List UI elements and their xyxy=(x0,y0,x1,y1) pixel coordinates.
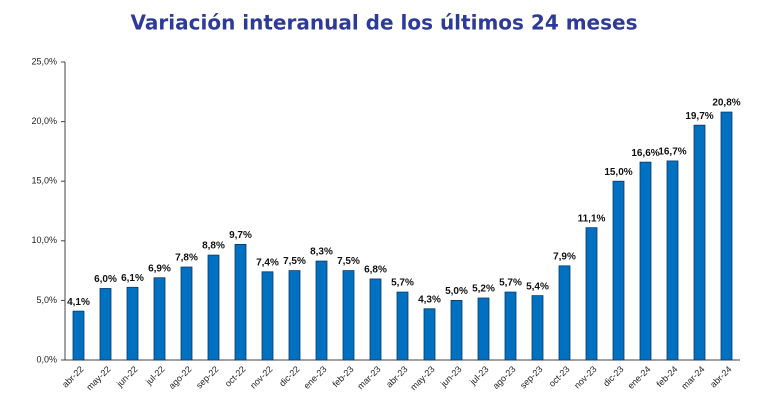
x-tick-label: ago-22 xyxy=(167,364,194,391)
bar xyxy=(612,180,625,361)
bar xyxy=(666,160,679,361)
bar xyxy=(396,291,409,361)
x-tick-label: dic-22 xyxy=(277,364,301,388)
value-label: 7,4% xyxy=(256,257,279,268)
bar xyxy=(423,308,436,361)
x-tick-label: nov-23 xyxy=(572,364,599,391)
value-label: 11,1% xyxy=(578,213,606,224)
x-tick-label: may-23 xyxy=(408,364,436,392)
x-tick-label: ago-23 xyxy=(491,364,518,391)
bar xyxy=(450,299,463,361)
bar xyxy=(504,291,517,361)
value-label: 8,3% xyxy=(310,247,333,258)
x-tick-label: ene-23 xyxy=(302,364,329,391)
x-tick-label: oct-22 xyxy=(223,364,248,389)
x-tick-label: abr-22 xyxy=(60,364,85,389)
bar xyxy=(207,254,220,361)
bar xyxy=(342,270,355,361)
x-tick-label: mar-24 xyxy=(679,364,706,391)
x-tick-label: oct-23 xyxy=(547,364,572,389)
bar xyxy=(126,286,139,361)
bar xyxy=(315,260,328,361)
x-tick-label: may-22 xyxy=(84,364,112,392)
value-label: 16,7% xyxy=(658,147,686,158)
value-label: 15,0% xyxy=(604,167,632,178)
y-tick-label: 15,0% xyxy=(31,176,57,186)
value-label: 7,5% xyxy=(283,256,306,267)
bar xyxy=(693,124,706,361)
x-tick-label: mar-23 xyxy=(355,364,382,391)
value-label: 5,7% xyxy=(391,278,414,289)
x-tick-label: nov-22 xyxy=(248,364,275,391)
value-label: 5,4% xyxy=(526,281,549,292)
value-label: 5,0% xyxy=(445,286,468,297)
x-tick-label: abr-24 xyxy=(708,364,733,389)
x-tick-label: sep-22 xyxy=(194,364,221,391)
bar xyxy=(639,161,652,361)
y-tick-label: 25,0% xyxy=(31,56,57,66)
x-tick-label: dic-23 xyxy=(601,364,625,388)
x-tick-label: sep-23 xyxy=(518,364,545,391)
y-tick-label: 20,0% xyxy=(31,116,57,126)
value-label: 4,3% xyxy=(418,294,441,305)
value-label: 16,6% xyxy=(631,148,659,159)
value-label: 5,2% xyxy=(472,284,495,295)
y-tick-label: 5,0% xyxy=(36,295,57,305)
bar xyxy=(720,111,733,361)
value-label: 5,7% xyxy=(499,278,522,289)
y-tick-label: 0,0% xyxy=(36,354,57,364)
x-tick-label: jun-23 xyxy=(438,364,463,389)
value-label: 9,7% xyxy=(229,230,252,241)
x-tick-label: abr-23 xyxy=(384,364,409,389)
bar xyxy=(180,266,193,361)
value-label: 6,0% xyxy=(94,274,117,285)
value-label: 6,9% xyxy=(148,263,171,274)
value-label: 6,1% xyxy=(121,273,144,284)
bar xyxy=(99,288,112,361)
value-label: 4,1% xyxy=(67,297,90,308)
bar xyxy=(585,227,598,361)
bar xyxy=(531,295,544,361)
x-tick-label: feb-24 xyxy=(654,364,679,389)
value-label: 19,7% xyxy=(685,111,713,122)
x-tick-label: jul-23 xyxy=(467,364,490,387)
bar xyxy=(153,277,166,361)
value-label: 6,8% xyxy=(364,265,387,276)
x-tick-label: jul-22 xyxy=(143,364,166,387)
value-label: 8,8% xyxy=(202,241,225,252)
bar xyxy=(261,271,274,361)
value-label: 7,5% xyxy=(337,256,360,267)
bar xyxy=(234,243,247,361)
chart-title: Variación interanual de los últimos 24 m… xyxy=(131,11,638,35)
bar xyxy=(288,270,301,361)
x-tick-label: feb-23 xyxy=(330,364,355,389)
bar xyxy=(72,310,85,361)
x-tick-label: ene-24 xyxy=(626,364,653,391)
value-label: 7,8% xyxy=(175,253,198,264)
y-tick-label: 10,0% xyxy=(31,235,57,245)
value-label: 20,8% xyxy=(712,98,740,109)
value-label: 7,9% xyxy=(553,251,576,262)
x-tick-label: jun-22 xyxy=(114,364,139,389)
bar xyxy=(558,265,571,361)
bar xyxy=(477,297,490,361)
bar xyxy=(369,278,382,361)
